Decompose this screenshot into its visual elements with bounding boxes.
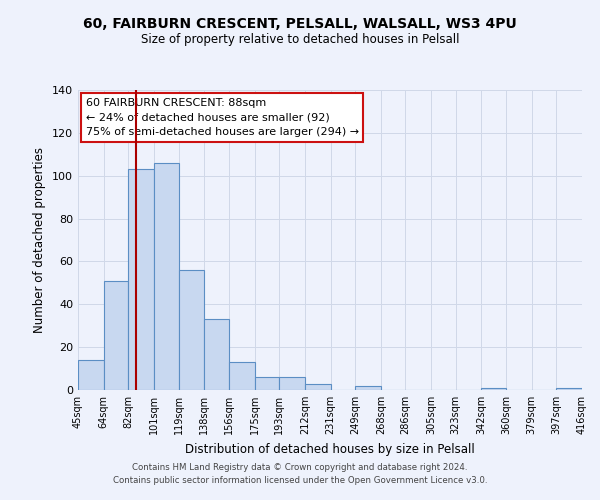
- Bar: [78, 360, 104, 390]
- Bar: [481, 388, 506, 390]
- Y-axis label: Number of detached properties: Number of detached properties: [34, 147, 46, 333]
- Bar: [179, 270, 205, 390]
- Bar: [205, 320, 229, 390]
- Bar: [355, 386, 381, 390]
- Text: 60 FAIRBURN CRESCENT: 88sqm
← 24% of detached houses are smaller (92)
75% of sem: 60 FAIRBURN CRESCENT: 88sqm ← 24% of det…: [86, 98, 359, 137]
- Bar: [229, 362, 254, 390]
- Text: Size of property relative to detached houses in Pelsall: Size of property relative to detached ho…: [141, 32, 459, 46]
- Bar: [279, 377, 305, 390]
- Bar: [254, 377, 279, 390]
- Text: Contains HM Land Registry data © Crown copyright and database right 2024.: Contains HM Land Registry data © Crown c…: [132, 464, 468, 472]
- Bar: [305, 384, 331, 390]
- Bar: [104, 280, 128, 390]
- X-axis label: Distribution of detached houses by size in Pelsall: Distribution of detached houses by size …: [185, 442, 475, 456]
- Text: Contains public sector information licensed under the Open Government Licence v3: Contains public sector information licen…: [113, 476, 487, 485]
- Bar: [154, 163, 179, 390]
- Bar: [556, 388, 582, 390]
- Bar: [128, 170, 154, 390]
- Text: 60, FAIRBURN CRESCENT, PELSALL, WALSALL, WS3 4PU: 60, FAIRBURN CRESCENT, PELSALL, WALSALL,…: [83, 18, 517, 32]
